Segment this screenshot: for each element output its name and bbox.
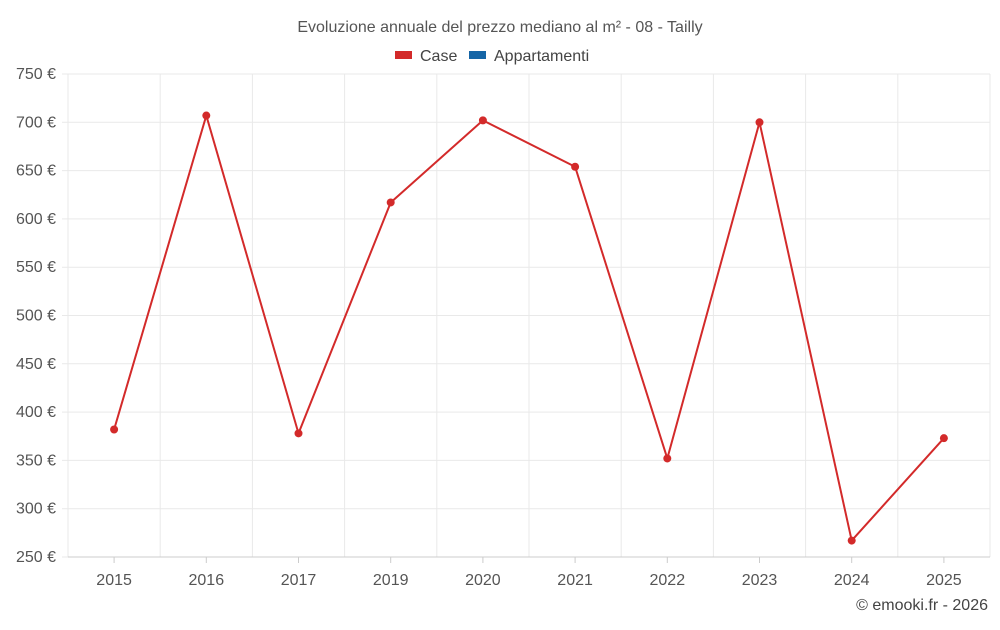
data-point-2024[interactable]: [847, 536, 856, 545]
x-tick-label: 2020: [465, 572, 501, 589]
legend: Case Appartamenti: [395, 48, 589, 65]
x-tick-label: 2021: [557, 572, 593, 589]
data-point-2022[interactable]: [663, 454, 672, 463]
y-tick-label: 600 €: [16, 211, 56, 228]
x-tick-label: 2025: [926, 572, 962, 589]
data-point-2016[interactable]: [202, 111, 211, 120]
credit-text: © emooki.fr - 2026: [856, 597, 988, 614]
y-tick-label: 500 €: [16, 308, 56, 325]
data-point-2021[interactable]: [571, 162, 580, 171]
y-tick-label: 550 €: [16, 259, 56, 276]
y-axis: 250 € 300 € 350 € 400 € 450 € 500 € 550 € 600 €…: [16, 66, 56, 566]
x-tick-label: 2019: [373, 572, 409, 589]
y-tick-label: 450 €: [16, 356, 56, 373]
data-point-2019[interactable]: [386, 198, 395, 207]
series-line-case: [113, 114, 945, 542]
legend-swatch-appartamenti[interactable]: [469, 51, 486, 59]
x-axis: 2015 2016 2017 2019 2020 2021 2022 2023 2024 2025: [68, 556, 990, 589]
x-tick-label: 2017: [281, 572, 317, 589]
data-point-2020[interactable]: [478, 116, 487, 125]
x-tick-label: 2023: [742, 572, 778, 589]
data-point-2015[interactable]: [110, 425, 119, 434]
chart-title: Evoluzione annuale del prezzo mediano al…: [297, 19, 702, 36]
series-case: [110, 111, 948, 545]
y-tick-label: 400 €: [16, 404, 56, 421]
legend-label-appartamenti[interactable]: Appartamenti: [494, 48, 589, 65]
grid-lines: [62, 73, 991, 558]
data-point-2017[interactable]: [294, 429, 303, 438]
y-tick-label: 250 €: [16, 549, 56, 566]
x-tick-label: 2022: [650, 572, 686, 589]
data-point-2025[interactable]: [939, 434, 948, 443]
y-tick-label: 750 €: [16, 66, 56, 83]
y-tick-label: 650 €: [16, 163, 56, 180]
y-tick-label: 700 €: [16, 114, 56, 131]
y-tick-label: 350 €: [16, 452, 56, 469]
data-point-2023[interactable]: [755, 118, 764, 127]
x-tick-label: 2016: [189, 572, 225, 589]
legend-swatch-case[interactable]: [395, 51, 412, 59]
x-tick-label: 2015: [96, 572, 132, 589]
x-tick-label: 2024: [834, 572, 870, 589]
legend-label-case[interactable]: Case: [420, 48, 457, 65]
y-tick-label: 300 €: [16, 501, 56, 518]
